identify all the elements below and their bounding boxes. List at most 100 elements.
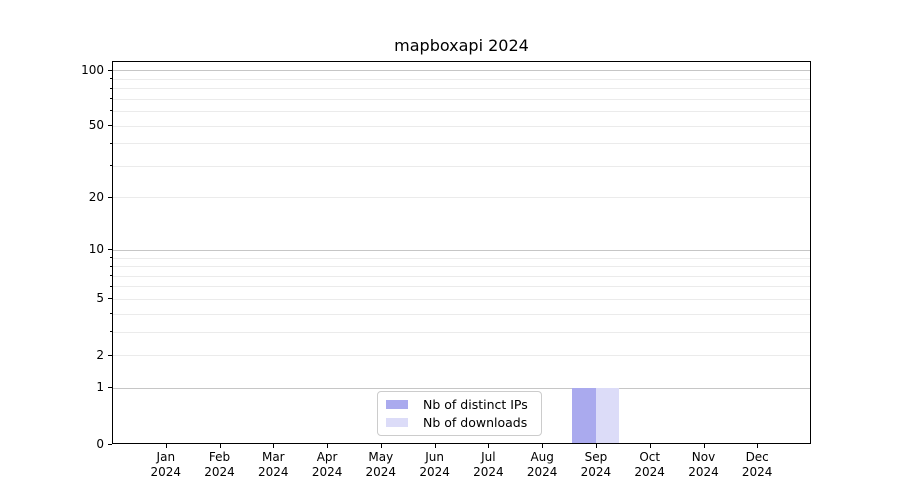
minor-gridline [113, 298, 810, 300]
x-tick-label: Jul 2024 [458, 450, 518, 480]
legend: Nb of distinct IPs Nb of downloads [377, 391, 542, 436]
x-tick-year: 2024 [688, 465, 719, 479]
y-tick [108, 354, 112, 356]
plot-area [112, 61, 811, 444]
x-tick-label: Feb 2024 [190, 450, 250, 480]
legend-swatch [386, 400, 408, 409]
x-tick [165, 444, 167, 448]
legend-item: Nb of distinct IPs [386, 398, 541, 411]
y-tick [108, 249, 112, 251]
x-tick-year: 2024 [634, 465, 665, 479]
minor-gridline [113, 355, 810, 356]
y-minor-tick [110, 285, 112, 287]
x-tick-year: 2024 [365, 465, 397, 479]
x-tick-year: 2024 [258, 465, 289, 479]
x-tick [273, 444, 275, 448]
x-tick-year: 2024 [311, 465, 343, 479]
x-tick-year: 2024 [580, 465, 612, 479]
x-tick [649, 444, 651, 448]
x-tick-year: 2024 [150, 465, 182, 479]
x-tick-year: 2024 [473, 465, 504, 479]
bar-nb-of-distinct-ips [572, 387, 596, 443]
y-tick [108, 443, 112, 445]
x-tick-month: Sep [584, 450, 608, 464]
y-minor-tick [110, 275, 112, 276]
x-tick [434, 444, 436, 448]
x-tick-label: Dec 2024 [727, 450, 787, 480]
x-tick-label: Oct 2024 [620, 450, 680, 480]
minor-gridline [113, 165, 810, 167]
y-minor-tick [110, 331, 112, 333]
major-gridline [113, 387, 810, 389]
x-tick-label: Jan 2024 [136, 450, 196, 480]
minor-gridline [113, 313, 810, 315]
y-minor-tick [110, 87, 112, 89]
minor-gridline [113, 110, 810, 112]
x-tick-year: 2024 [741, 465, 773, 479]
x-tick-year: 2024 [526, 465, 558, 479]
legend-label: Nb of distinct IPs [423, 397, 528, 412]
x-tick-month: Feb [208, 450, 231, 464]
y-minor-tick [110, 110, 112, 112]
y-tick-label: 50 [88, 118, 104, 132]
y-minor-tick [110, 265, 112, 267]
x-tick-month: Aug [530, 450, 554, 464]
x-tick [757, 444, 759, 448]
x-tick [488, 444, 490, 448]
x-tick [703, 444, 705, 448]
x-tick [542, 444, 544, 448]
y-tick-label: 5 [96, 291, 104, 306]
y-tick [108, 387, 112, 389]
y-tick-label: 10 [88, 242, 104, 257]
y-tick-label: 20 [88, 189, 104, 204]
minor-gridline [113, 266, 810, 267]
x-tick-month: Dec [745, 450, 769, 464]
y-minor-tick [110, 142, 112, 144]
x-tick [595, 444, 597, 448]
minor-gridline [113, 88, 810, 89]
legend-item: Nb of downloads [386, 416, 541, 429]
legend-label: Nb of downloads [423, 415, 528, 430]
x-tick [219, 444, 221, 448]
minor-gridline [113, 78, 810, 80]
x-tick-month: Nov [691, 450, 716, 464]
x-tick [327, 444, 329, 448]
x-tick-label: Aug 2024 [512, 450, 572, 480]
y-minor-tick [110, 78, 112, 79]
x-tick-label: Mar 2024 [243, 450, 303, 480]
x-tick [380, 444, 382, 448]
y-minor-tick [110, 98, 112, 100]
x-tick-label: Nov 2024 [674, 450, 734, 480]
y-tick-label: 100 [81, 62, 104, 77]
x-tick-month: Apr [316, 450, 338, 464]
chart-title: mapboxapi 2024 [394, 36, 529, 55]
y-minor-tick [110, 165, 112, 167]
x-tick-label: May 2024 [351, 450, 411, 480]
major-gridline [113, 70, 810, 72]
minor-gridline [113, 143, 810, 145]
minor-gridline [113, 125, 810, 127]
bar-nb-of-downloads [595, 387, 620, 443]
minor-gridline [113, 197, 810, 199]
x-tick-month: Mar [261, 450, 285, 464]
x-tick-month: May [368, 450, 394, 464]
x-tick-label: Jun 2024 [405, 450, 465, 480]
minor-gridline [113, 286, 810, 288]
x-tick-month: Oct [639, 450, 661, 464]
x-tick-month: Jan [156, 450, 176, 464]
y-tick [108, 298, 112, 300]
legend-swatch [386, 418, 408, 427]
x-tick-year: 2024 [419, 465, 450, 479]
y-minor-tick [110, 313, 112, 315]
minor-gridline [113, 257, 810, 259]
major-gridline [113, 249, 810, 251]
minor-gridline [113, 98, 810, 100]
minor-gridline [113, 331, 810, 333]
minor-gridline [113, 275, 810, 277]
y-tick-label: 0 [96, 436, 104, 451]
y-tick-label: 1 [96, 380, 104, 395]
y-tick [108, 69, 112, 71]
y-tick-label: 2 [96, 347, 104, 362]
x-tick-year: 2024 [204, 465, 235, 479]
